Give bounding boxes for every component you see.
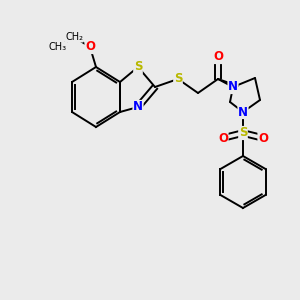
Text: O: O: [218, 131, 228, 145]
Text: N: N: [228, 80, 238, 94]
Text: CH₃: CH₃: [49, 42, 67, 52]
Text: O: O: [213, 50, 223, 64]
Text: O: O: [258, 131, 268, 145]
Text: O: O: [85, 40, 95, 53]
Text: N: N: [133, 100, 143, 113]
Text: N: N: [238, 106, 248, 118]
Text: CH₂: CH₂: [65, 32, 83, 42]
Text: S: S: [134, 61, 142, 74]
Text: S: S: [174, 73, 182, 85]
Text: S: S: [239, 127, 247, 140]
